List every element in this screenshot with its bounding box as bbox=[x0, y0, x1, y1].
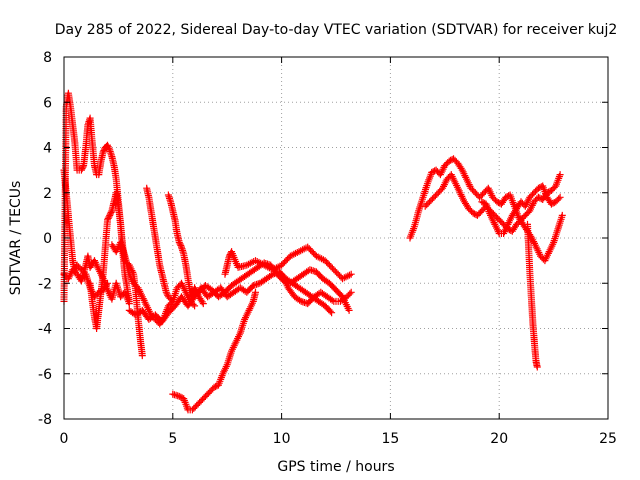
series-arc-o bbox=[421, 171, 564, 235]
y-axis-label: SDTVAR / TECUs bbox=[8, 181, 24, 296]
grid bbox=[64, 57, 608, 419]
y-tick-label: 6 bbox=[43, 95, 52, 111]
series-arc-p bbox=[478, 182, 564, 237]
x-tick-label: 5 bbox=[168, 431, 177, 447]
series-arc-l bbox=[221, 243, 355, 283]
data-point-markers bbox=[421, 171, 564, 235]
data-point-markers bbox=[221, 243, 355, 283]
data-points bbox=[60, 89, 566, 414]
x-tick-label: 10 bbox=[273, 431, 291, 447]
data-point-markers bbox=[478, 182, 564, 237]
series-arc-g bbox=[143, 184, 177, 305]
y-tick-label: 2 bbox=[43, 186, 52, 202]
y-tick-label: -2 bbox=[38, 276, 52, 292]
x-axis-label: GPS time / hours bbox=[277, 459, 394, 475]
y-tick-label: -4 bbox=[38, 322, 52, 338]
x-tick-label: 15 bbox=[381, 431, 399, 447]
axis-ticks bbox=[63, 56, 609, 420]
data-point-markers bbox=[278, 270, 355, 308]
y-tick-label: 4 bbox=[43, 141, 52, 157]
chart-title: Day 285 of 2022, Sidereal Day-to-day VTE… bbox=[55, 22, 618, 38]
x-tick-label: 25 bbox=[599, 431, 617, 447]
series-arc-m bbox=[278, 270, 355, 308]
data-point-markers bbox=[169, 288, 259, 414]
y-tick-labels: -8 -6 -4 -2 0 2 4 6 8 bbox=[38, 50, 52, 428]
data-point-markers bbox=[524, 220, 541, 371]
data-point-markers bbox=[143, 184, 177, 305]
series-arc-q bbox=[524, 220, 541, 371]
x-tick-label: 20 bbox=[490, 431, 508, 447]
x-tick-labels: 0 5 10 15 20 25 bbox=[60, 431, 617, 447]
y-tick-label: -8 bbox=[38, 412, 52, 428]
y-tick-label: 8 bbox=[43, 50, 52, 66]
y-tick-label: -6 bbox=[38, 367, 52, 383]
series-arc-k bbox=[169, 288, 259, 414]
x-tick-label: 0 bbox=[60, 431, 69, 447]
y-tick-label: 0 bbox=[43, 231, 52, 247]
